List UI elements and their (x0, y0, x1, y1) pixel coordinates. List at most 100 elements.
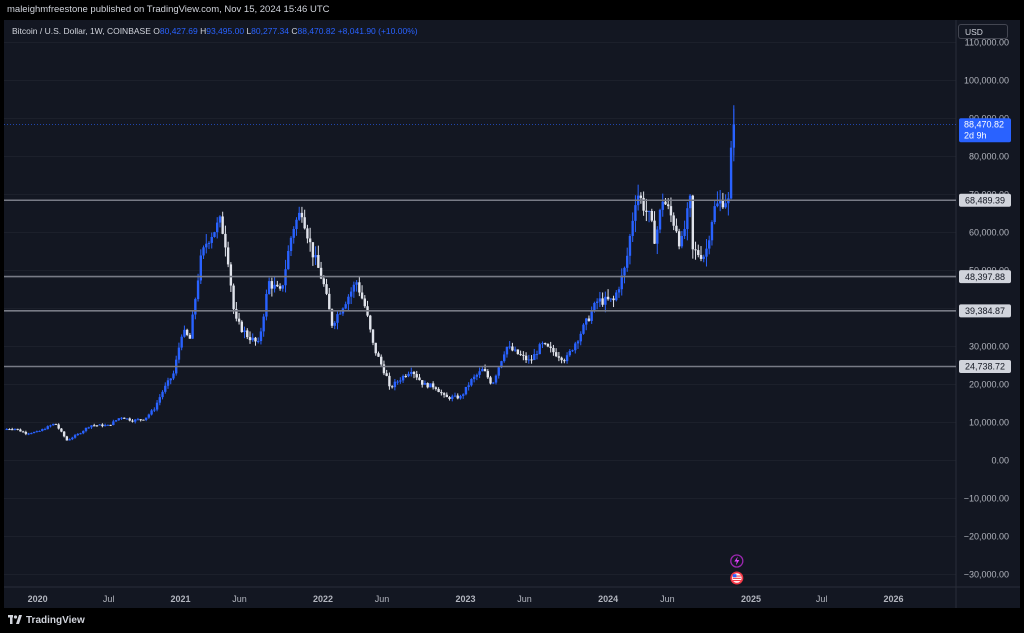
candle (267, 277, 271, 295)
candle (103, 423, 107, 427)
high-value: 93,495.00 (206, 26, 245, 36)
candle-body (30, 433, 33, 435)
candle-body (150, 410, 153, 415)
tradingview-logo-icon[interactable] (8, 615, 22, 625)
candle (560, 356, 563, 364)
candle-body (486, 371, 490, 378)
candle (401, 374, 405, 383)
candle-body (306, 228, 309, 239)
candle-body (475, 374, 479, 377)
level-label: 24,738.72 (965, 362, 1005, 372)
candle (210, 232, 213, 249)
symbol-title[interactable]: Bitcoin / U.S. Dollar, 1W, COINBASE (12, 26, 151, 36)
candle (511, 342, 514, 352)
y-tick-label: 10,000.00 (969, 418, 1009, 428)
candle-body (683, 229, 686, 236)
candle (333, 321, 336, 330)
candle (431, 381, 435, 390)
candle (617, 286, 621, 298)
us-flag-icon[interactable] (730, 571, 744, 585)
candle (314, 246, 317, 265)
candle-body (355, 282, 358, 285)
candle (503, 351, 506, 363)
candle-body (500, 361, 503, 368)
candle-body (289, 237, 293, 251)
footer-brand[interactable]: TradingView (26, 615, 85, 626)
candle-body (251, 337, 254, 341)
candle-body (43, 429, 47, 431)
candle (472, 374, 476, 383)
x-tick-label: Jun (375, 594, 390, 604)
candle (112, 419, 115, 426)
candle-body (440, 392, 443, 394)
candle (169, 378, 172, 385)
footer-bar: TradingView (0, 608, 1024, 633)
candle (32, 431, 36, 434)
candle-body (49, 425, 52, 427)
candle-body (131, 420, 134, 422)
candle-body (226, 247, 230, 265)
x-tick-label: Jun (660, 594, 675, 604)
candle-body (396, 381, 399, 383)
candle (628, 233, 632, 265)
candle-body (380, 356, 383, 365)
candle-body (724, 203, 727, 208)
candle (440, 389, 443, 396)
candle-body (360, 292, 364, 299)
candle (114, 420, 118, 422)
candle-body (519, 354, 522, 356)
candle-body (426, 383, 429, 388)
y-tick-label: 20,000.00 (969, 380, 1009, 390)
candle-body (303, 217, 306, 229)
candle (328, 287, 331, 310)
candle (598, 291, 602, 308)
candle (380, 354, 383, 368)
candle (49, 424, 52, 428)
candle-body (68, 439, 71, 441)
candle (407, 371, 410, 378)
candle-body (199, 255, 203, 281)
candle (713, 199, 716, 225)
candle (237, 312, 241, 325)
candle (347, 294, 350, 311)
candle (95, 425, 99, 427)
candle-body (691, 195, 695, 250)
candle (653, 211, 656, 245)
x-tick-label: 2024 (598, 594, 618, 604)
candle-body (229, 264, 233, 286)
candle-body (207, 242, 211, 244)
candle-body (82, 430, 85, 434)
candle (448, 396, 451, 401)
last-price-label: 88,470.82 (964, 119, 1004, 129)
candle-body (103, 425, 107, 427)
price-chart[interactable]: 110,000.00100,000.0090,000.0080,000.0070… (4, 20, 1020, 608)
candle (382, 360, 386, 376)
candle (727, 191, 730, 216)
candle-body (472, 376, 476, 380)
candle-body (13, 428, 17, 430)
candle (412, 370, 416, 379)
candle-body (76, 433, 80, 436)
candle (117, 418, 121, 421)
candle (563, 358, 566, 364)
y-tick-label: 60,000.00 (969, 228, 1009, 238)
candle (311, 242, 315, 266)
candle-body (35, 431, 39, 433)
candle (205, 234, 208, 254)
candle (298, 206, 301, 221)
candle (478, 367, 481, 379)
candle-body (93, 425, 96, 427)
currency-button[interactable]: USD (958, 24, 1008, 39)
candle-body (191, 314, 194, 339)
candle (317, 245, 320, 269)
candle-body (237, 318, 241, 322)
candle-body (188, 334, 192, 339)
candle-body (585, 318, 588, 325)
candles-group (5, 108, 736, 441)
candle-body (259, 331, 263, 342)
candle-body (317, 255, 320, 268)
candle (196, 273, 200, 302)
candle (475, 373, 479, 381)
lightning-icon[interactable] (730, 554, 744, 568)
candle (35, 430, 39, 433)
